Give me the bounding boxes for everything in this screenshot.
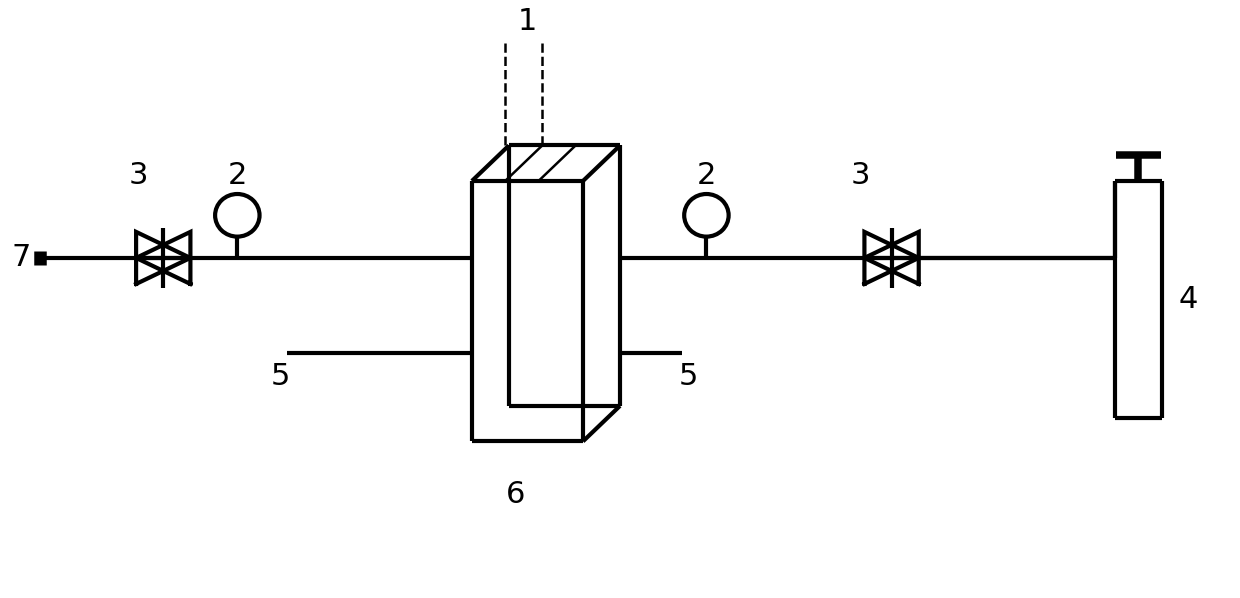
Text: 3: 3 xyxy=(129,161,149,190)
Text: 7: 7 xyxy=(11,243,31,273)
Text: 1: 1 xyxy=(518,7,537,36)
Text: 6: 6 xyxy=(506,480,525,509)
Text: 4: 4 xyxy=(1178,285,1198,314)
Text: 2: 2 xyxy=(697,161,715,190)
Text: 3: 3 xyxy=(851,161,870,190)
Text: 5: 5 xyxy=(270,362,290,390)
Text: 2: 2 xyxy=(228,161,247,190)
Text: 5: 5 xyxy=(678,362,698,390)
